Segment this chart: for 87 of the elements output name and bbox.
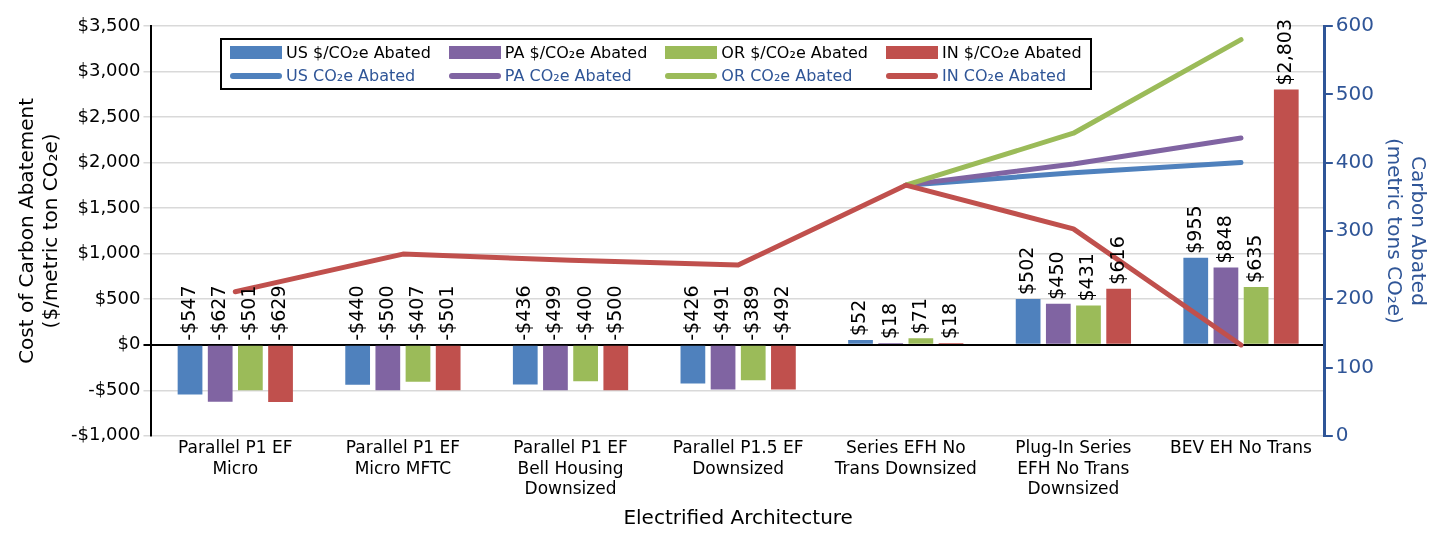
data-label: -$627: [207, 285, 230, 341]
bar: [1106, 288, 1132, 344]
bar: [207, 345, 233, 402]
data-label: $18: [877, 302, 900, 340]
bar: [177, 345, 203, 395]
data-label: -$407: [404, 285, 427, 341]
y-tick-label: $1,500: [77, 195, 141, 217]
data-label: $18: [937, 302, 960, 340]
y-tick-label: $2,000: [77, 150, 141, 172]
data-label: $635: [1243, 234, 1266, 283]
bar: [1045, 303, 1071, 344]
y2-tick-label: 600: [1335, 12, 1375, 37]
legend-label: OR CO₂e Abated: [721, 66, 853, 85]
y-tick-label: -$500: [88, 377, 141, 399]
bar: [268, 345, 293, 403]
bar: [1076, 305, 1101, 344]
bar: [908, 338, 934, 344]
bar: [603, 345, 629, 391]
x-tick-label: Parallel P1.5 EF Downsized: [672, 437, 804, 478]
bar: [238, 345, 263, 391]
data-label: $431: [1075, 253, 1098, 302]
data-label: -$629: [267, 285, 290, 341]
bar: [1015, 299, 1041, 344]
x-tick-label: Parallel P1 EF Bell Housing Downsized: [513, 437, 628, 499]
data-label: $616: [1105, 236, 1128, 285]
legend-label: IN $/CO₂e Abated: [941, 43, 1082, 62]
y-tick-label: $1,000: [77, 241, 141, 263]
y2-tick-label: 300: [1335, 217, 1375, 242]
data-label: $848: [1212, 215, 1235, 264]
bar: [512, 345, 538, 385]
bar: [405, 345, 431, 382]
data-label: -$492: [770, 285, 793, 341]
bar: [740, 345, 766, 381]
bar: [848, 340, 873, 344]
data-label: $502: [1015, 246, 1038, 296]
bar: [543, 345, 568, 391]
y-tick-label: $3,000: [77, 59, 141, 81]
bar: [680, 345, 706, 384]
data-label: $52: [847, 299, 870, 336]
bar: [710, 345, 736, 390]
y-tick-label: $2,500: [77, 104, 141, 126]
legend-label: US $/CO₂e Abated: [286, 43, 431, 62]
data-label: -$499: [542, 285, 565, 341]
y2-tick-label: 500: [1335, 80, 1375, 105]
y2-axis-title: Carbon Abated (metric tons CO₂e): [1382, 137, 1431, 324]
y-axis-title: Cost of Carbon Abatement ($/metric ton CO₂e): [14, 97, 63, 364]
y-tick-label: -$1,000: [70, 423, 141, 445]
bar: [573, 345, 598, 382]
data-label: $2,803: [1273, 18, 1296, 86]
bar: [771, 345, 796, 390]
bar: [1183, 257, 1209, 344]
data-label: -$501: [435, 285, 458, 341]
y2-tick-label: 100: [1335, 353, 1375, 378]
bar: [435, 345, 461, 391]
data-label: -$400: [572, 285, 595, 341]
y2-tick-label: 400: [1335, 148, 1375, 173]
data-label: -$500: [602, 285, 625, 341]
data-label: $71: [907, 298, 930, 335]
y2-tick-label: 0: [1335, 422, 1349, 446]
x-tick-label: BEV EH No Trans: [1170, 437, 1313, 458]
bar: [1243, 286, 1269, 344]
legend-label: IN CO₂e Abated: [941, 66, 1067, 85]
data-label: $450: [1045, 251, 1068, 300]
data-label: -$500: [374, 285, 397, 341]
x-tick-label: Series EFH No Trans Downsized: [833, 437, 977, 478]
bar: [345, 345, 371, 385]
legend-label: US CO₂e Abated: [286, 66, 416, 85]
bar: [375, 345, 401, 391]
y-tick-label: $3,500: [77, 13, 141, 35]
legend-label: OR $/CO₂e Abated: [721, 43, 868, 62]
x-tick-label: Parallel P1 EF Micro MFTC: [345, 437, 461, 478]
data-label: -$491: [710, 285, 732, 341]
data-label: -$436: [512, 285, 535, 341]
x-tick-label: Plug-In Series EFH No Trans Downsized: [1015, 437, 1132, 499]
data-label: -$440: [344, 285, 367, 341]
data-label: -$547: [176, 285, 199, 341]
y2-tick-label: 200: [1335, 285, 1375, 310]
x-axis-title: Electrified Architecture: [623, 505, 853, 530]
y-tick-label: $0: [117, 332, 141, 354]
data-label: -$501: [237, 285, 260, 341]
data-label: -$426: [679, 285, 702, 341]
data-label: -$389: [740, 285, 763, 341]
legend-label: PA $/CO₂e Abated: [504, 43, 648, 62]
y-tick-label: $500: [94, 286, 141, 308]
legend-label: PA CO₂e Abated: [504, 66, 632, 85]
data-label: $955: [1182, 205, 1205, 254]
x-tick-label: Parallel P1 EF Micro: [178, 437, 293, 478]
